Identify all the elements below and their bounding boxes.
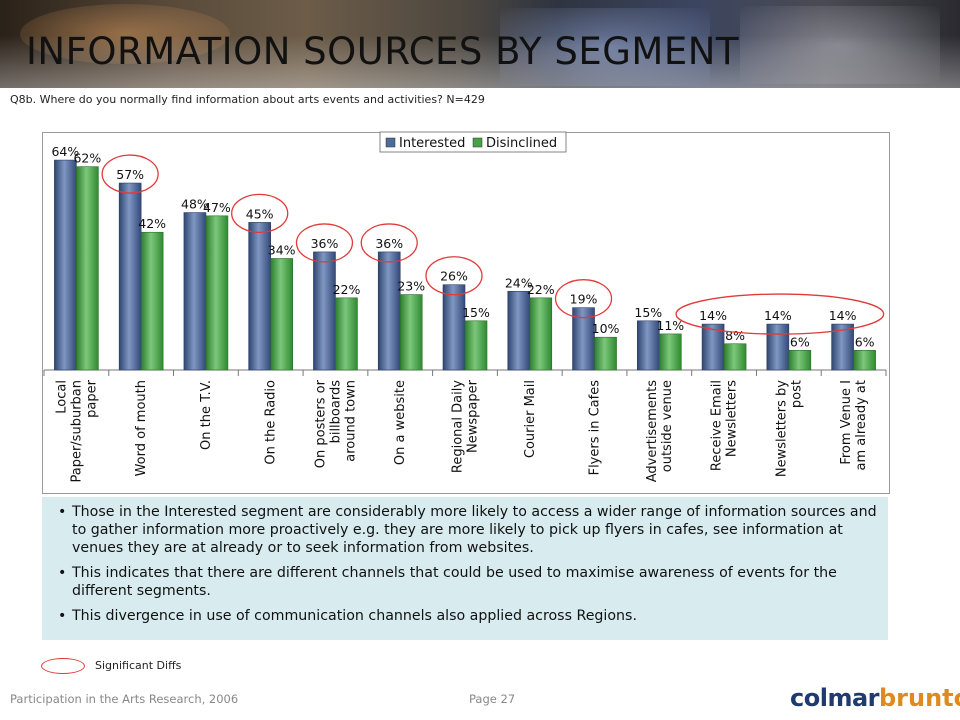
legend-entry: Disinclined [486,136,557,151]
category-label: Receive Email [710,380,725,471]
significant-oval-key [41,658,85,674]
data-label: 36% [375,236,403,251]
data-label: 6% [855,334,875,349]
bar-interested [313,251,336,371]
significant-oval-group [675,293,885,335]
note-bullet: This indicates that there are different … [56,564,878,600]
bar-interested [831,323,854,371]
data-label: 14% [829,308,857,323]
note-bullet: Those in the Interested segment are cons… [56,503,878,557]
bar-interested [377,251,401,371]
data-label: 22% [527,282,555,297]
significant-oval [101,154,159,194]
category-label: Word of mouth [134,380,149,476]
data-label: 26% [440,269,468,284]
data-label: 42% [138,216,166,231]
bar-chart: 64%62% 57% 42% 48%47% 45% 34% 36% 22% 36% 23% 26% 1… [43,131,887,483]
category-label: On the T.V. [199,380,214,450]
category-label: paper [84,379,99,417]
bar-disinclined [723,343,747,371]
bar-disinclined [140,231,164,371]
significant-oval [231,193,289,234]
data-label: 62% [73,151,101,166]
category-label: On the Radio [264,380,279,465]
banner-photo-left [20,4,230,64]
data-label: 36% [311,236,339,251]
category-label: Newsletters [725,380,740,457]
banner-photo-right [740,6,940,84]
category-label: Regional Daily [451,380,466,473]
category-label: post [789,380,804,408]
category-label: Newspaper [466,379,481,453]
data-label: 57% [116,167,144,182]
notes-box: Those in the Interested segment are cons… [42,497,888,640]
legend-swatch-interested [385,137,396,148]
category-label: From Venue I [839,380,854,465]
significant-oval [360,223,418,263]
bar-disinclined [659,333,682,371]
bar-disinclined [853,350,876,371]
bar-disinclined [399,294,423,371]
data-label: 19% [570,292,598,307]
data-label: 47% [203,200,231,215]
category-label: Advertisements [645,380,660,482]
category-label: On posters or [313,379,328,468]
significant-label: Significant Diffs [95,659,182,672]
data-label: 8% [725,328,745,343]
category-label: am already at [854,380,869,471]
page-title: INFORMATION SOURCES BY SEGMENT [26,30,739,73]
significant-oval [425,256,483,296]
category-label: around town [343,380,358,462]
bar-disinclined [788,350,812,371]
significant-oval [295,223,354,263]
data-label: 64% [51,144,79,159]
category-label: billboards [328,380,343,444]
category-label: Newsletters by [774,380,789,477]
header-banner [0,0,960,88]
category-label: outside venue [660,380,675,472]
data-label: 48% [181,197,209,212]
data-label: 34% [268,242,296,257]
data-label: 11% [656,318,684,333]
bar-interested [183,212,207,371]
bar-disinclined [270,258,293,371]
category-label: Flyers in Cafes [588,380,603,476]
bar-disinclined [205,215,229,371]
bar-disinclined [594,336,617,371]
survey-question: Q8b. Where do you normally find informat… [10,93,485,106]
bar-interested [766,323,790,371]
bar-interested [507,290,531,371]
footer-source: Participation in the Arts Research, 2006 [10,692,239,706]
bar-disinclined [76,166,99,371]
category-label: Courier Mail [523,380,538,458]
page-number: Page 27 [469,692,516,706]
data-label: 6% [790,334,810,349]
bar-interested [442,284,466,371]
data-label: 14% [699,308,727,323]
company-logo: colmarbrunton [790,684,960,712]
data-label: 22% [333,282,361,297]
bar-disinclined [464,320,488,371]
significant-oval [554,279,613,319]
data-label: 24% [505,275,533,290]
category-label: On a website [393,380,408,465]
legend-swatch-disinclined [472,137,483,148]
legend-entry: Interested [399,136,465,151]
bar-interested [118,182,142,371]
bar-disinclined [529,297,553,371]
note-bullet: This divergence in use of communication … [56,607,878,625]
banner-photo-center [500,8,710,86]
data-label: 14% [764,308,792,323]
category-label: Local [54,380,69,414]
category-label: Paper/suburban [69,380,84,483]
data-label: 23% [397,279,425,294]
bar-disinclined [335,297,358,371]
data-label: 15% [462,305,490,320]
data-label: 10% [592,321,620,336]
data-label: 45% [246,206,274,221]
bar-interested [54,159,77,371]
data-label: 15% [634,305,662,320]
